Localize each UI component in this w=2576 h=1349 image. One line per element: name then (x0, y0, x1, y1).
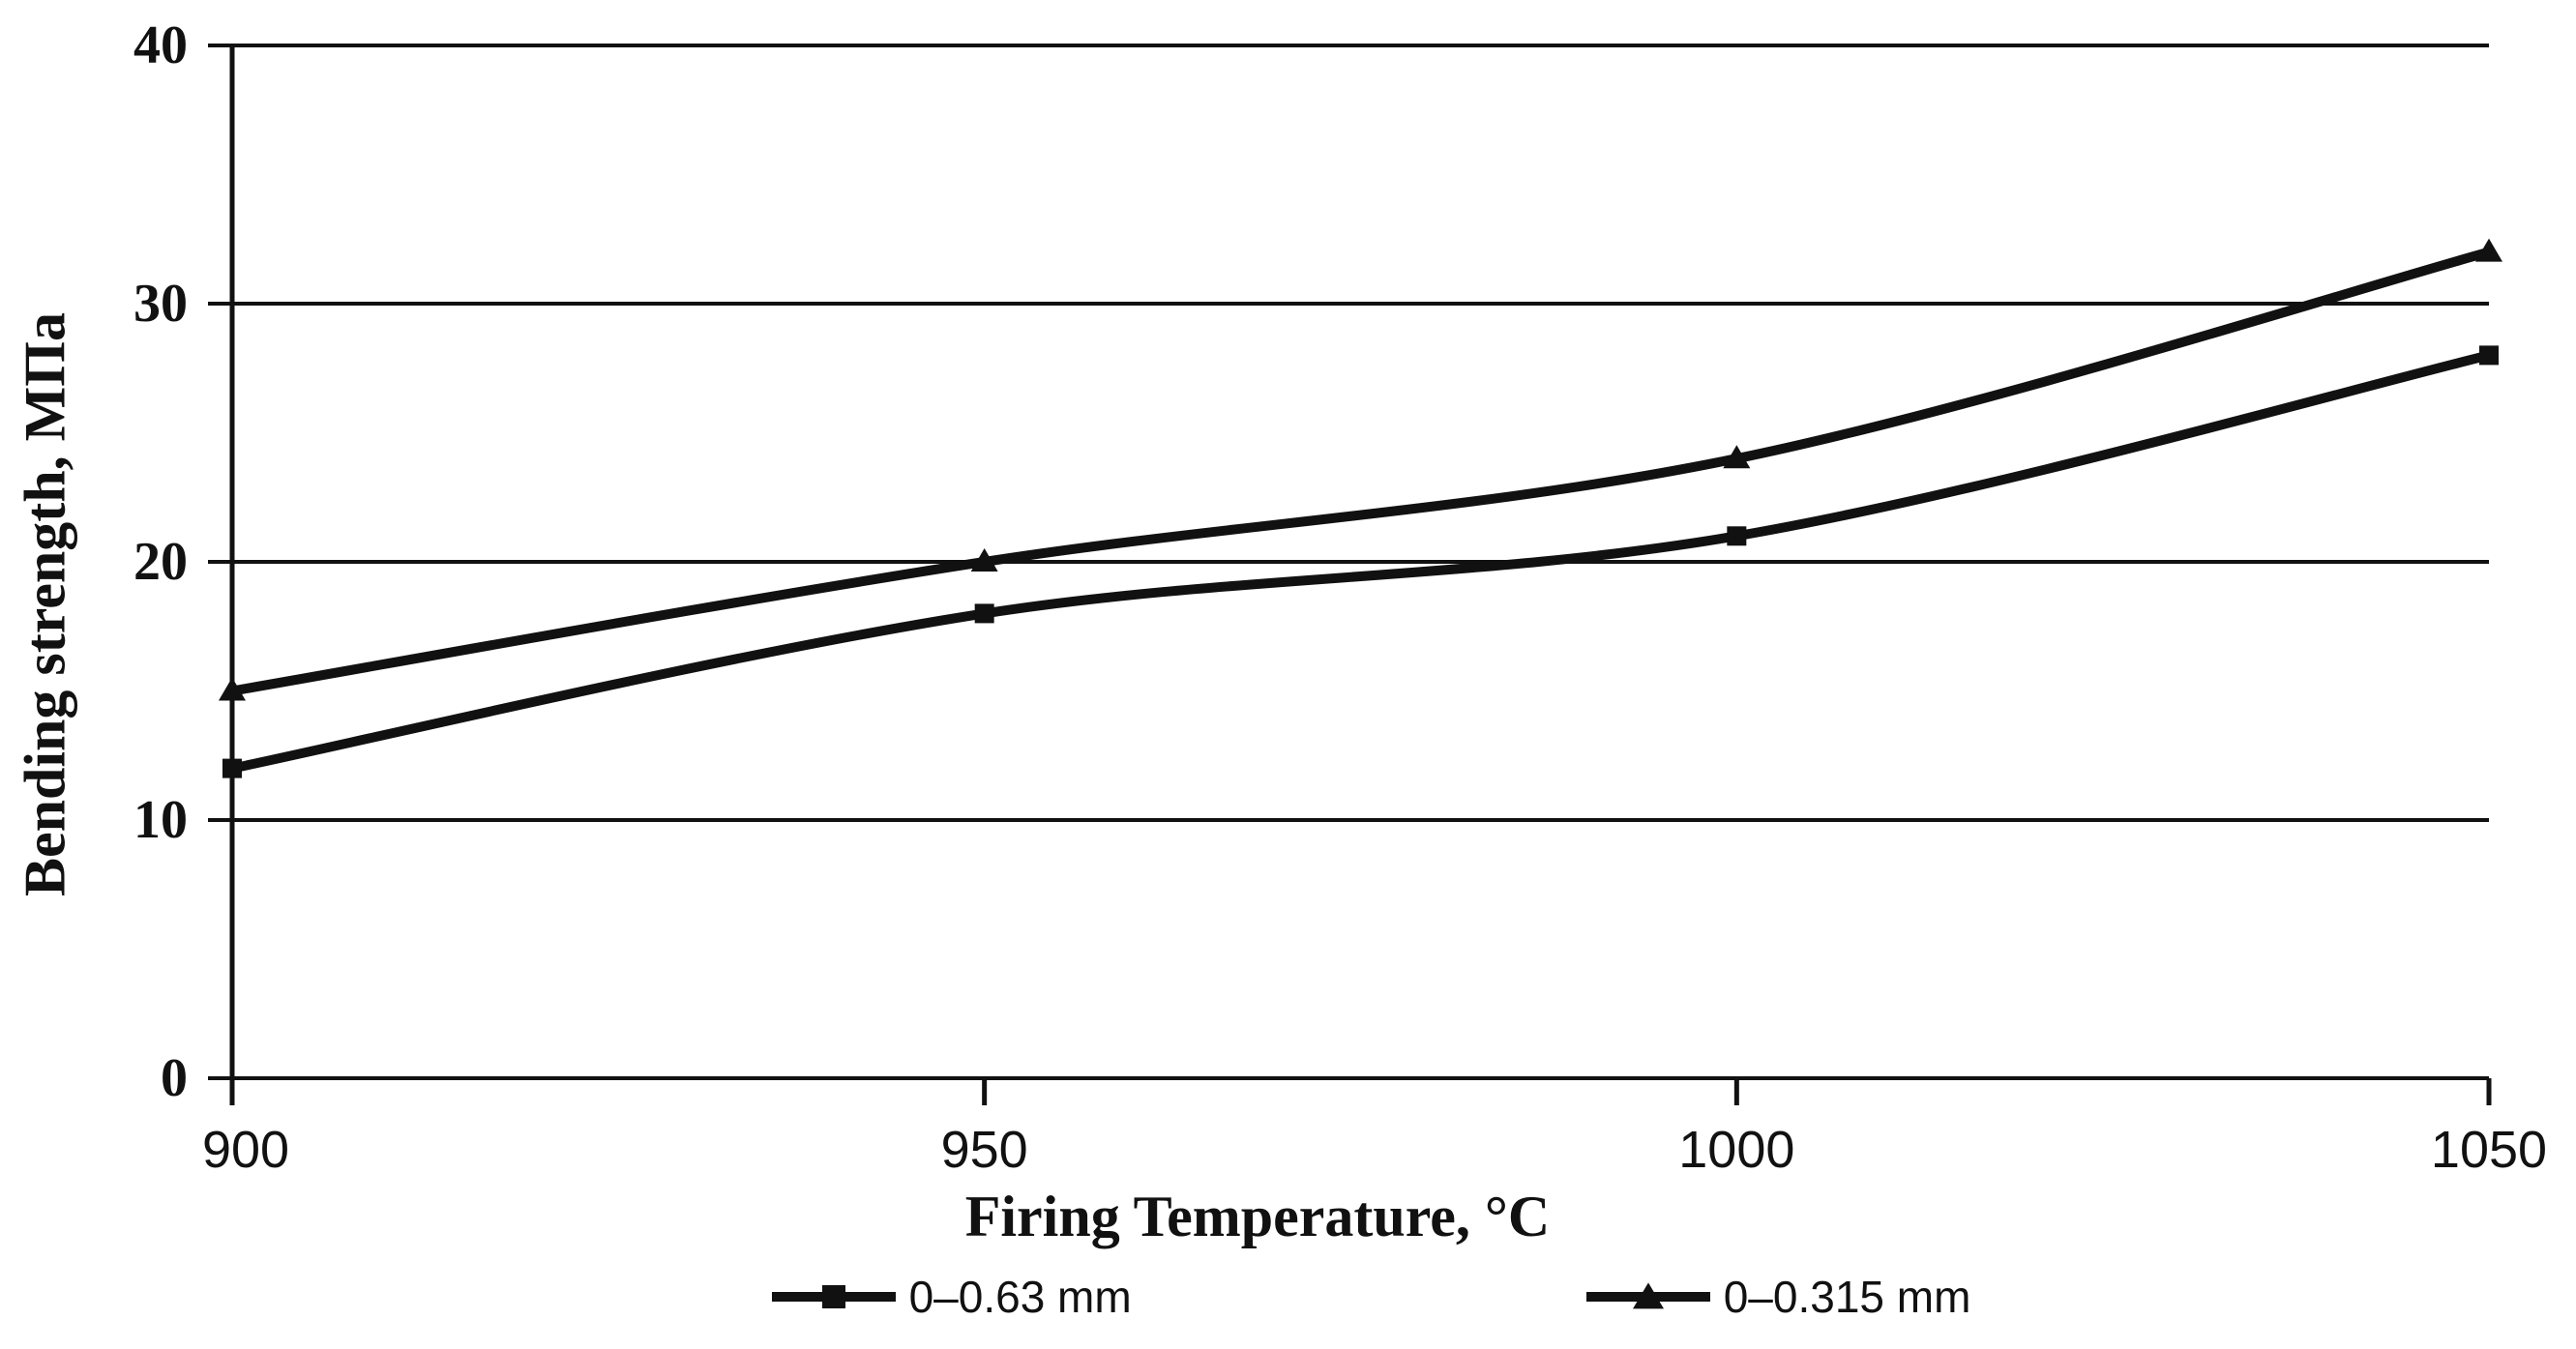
legend-line-sample (1585, 1282, 1710, 1309)
x-tick-label-1050: 1050 (2431, 1121, 2547, 1179)
x-tick-label-1000: 1000 (1678, 1121, 1794, 1179)
legend-label: 0–0.63 mm (908, 1272, 1132, 1322)
x-axis-title: Firing Temperature, °C (964, 1185, 1551, 1248)
square-marker-icon (821, 1285, 845, 1308)
legend-item-0-063mm: 0–0.63 mm (771, 1271, 1132, 1323)
triangle-marker-icon (1632, 1282, 1664, 1309)
legend-line-sample (771, 1285, 896, 1308)
series-0-marker-square-1 (974, 603, 994, 624)
y-tick-label-40: 40 (133, 15, 188, 75)
series-1-marker-triangle-2 (1723, 445, 1751, 469)
series-line-0 (227, 350, 2494, 774)
series-0-marker-square-3 (2479, 345, 2499, 366)
y-tick-label-0: 0 (161, 1048, 188, 1108)
y-axis-title: Bending strength, MПa (13, 312, 77, 896)
legend-label: 0–0.315 mm (1723, 1272, 1971, 1322)
legend-item-0-0315mm: 0–0.315 mm (1585, 1271, 1971, 1323)
y-tick-label-30: 30 (133, 274, 188, 334)
y-tick-label-20: 20 (133, 532, 188, 592)
legend: 0–0.63 mm 0–0.315 mm (83, 1271, 2576, 1323)
series-line-1 (227, 247, 2494, 696)
x-tick-label-950: 950 (941, 1121, 1028, 1179)
series-0-marker-square-0 (222, 758, 242, 778)
series-1-marker-triangle-3 (2475, 238, 2502, 262)
series-1-marker-triangle-1 (970, 548, 998, 572)
y-tick-label-10: 10 (133, 790, 188, 850)
series-0-marker-square-2 (1727, 526, 1747, 546)
x-tick-label-900: 900 (202, 1121, 289, 1179)
series-1-marker-triangle-0 (219, 677, 246, 701)
